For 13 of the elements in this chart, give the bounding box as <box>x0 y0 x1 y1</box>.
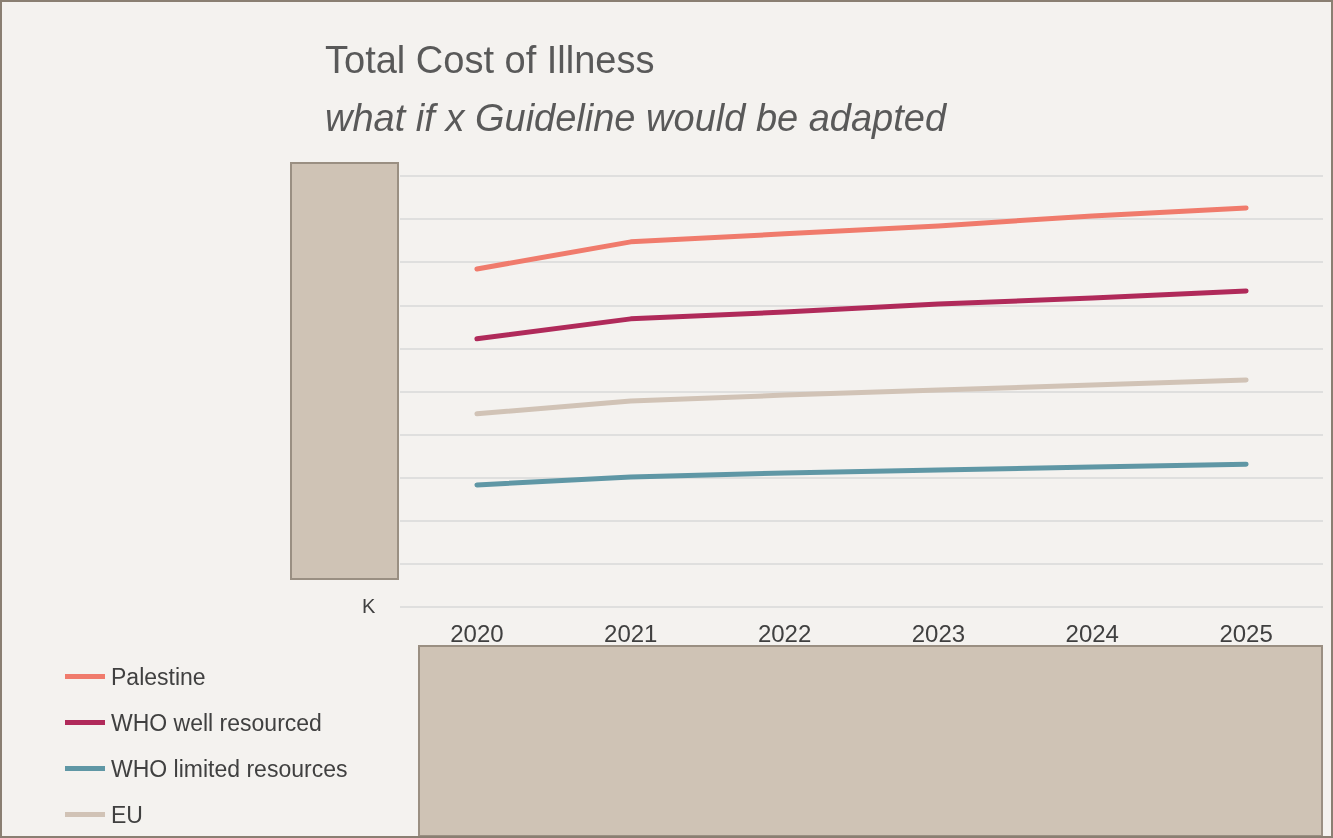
x-tick-label: 2025 <box>1219 619 1273 647</box>
x-tick-label: 2020 <box>450 619 504 647</box>
legend-label: EU <box>111 801 143 828</box>
y-axis-title: K <box>362 595 376 617</box>
x-tick-label: 2021 <box>604 619 658 647</box>
x-tick-label: 2024 <box>1065 619 1119 647</box>
chart-subtitle: what if x Guideline would be adapted <box>325 97 948 139</box>
legend-label: WHO well resourced <box>111 709 322 736</box>
legend-label: Palestine <box>111 663 206 690</box>
x-tick-label: 2022 <box>757 619 812 647</box>
x-tick-label: 2023 <box>911 619 966 647</box>
legend-label: WHO limited resources <box>111 755 348 782</box>
chart-title: Total Cost of Illness <box>325 39 655 81</box>
